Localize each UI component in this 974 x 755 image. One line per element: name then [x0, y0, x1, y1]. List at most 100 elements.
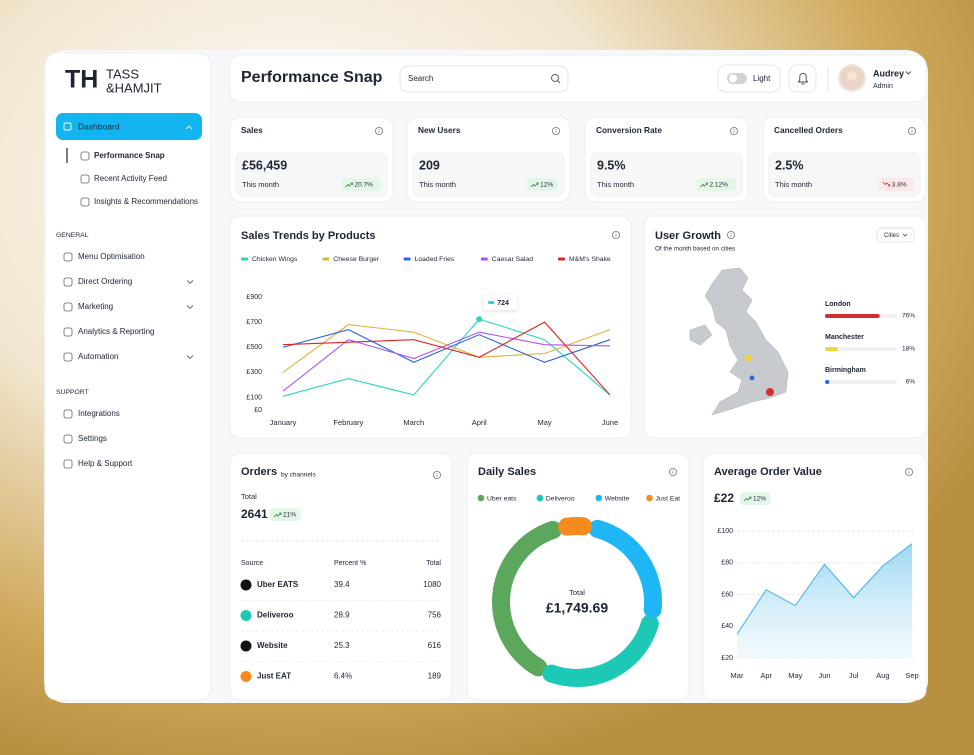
table-cell: 6.4%: [334, 672, 352, 681]
nav-icon: [63, 459, 73, 469]
info-icon: [612, 230, 621, 239]
kpi-title: Conversion Rate: [596, 125, 662, 135]
kpi-value: 209: [419, 158, 440, 172]
change-value: 20.7%: [355, 182, 374, 189]
nav-label: Dashboard: [78, 121, 120, 131]
info-icon: [733, 128, 735, 130]
page-title: Performance Snap: [241, 69, 383, 86]
chart-title: Daily Sales: [478, 466, 536, 478]
nav-item[interactable]: Direct Ordering: [78, 277, 132, 286]
info-icon: [672, 469, 674, 471]
source-icon: [240, 610, 252, 621]
change-value: 2.12%: [710, 182, 729, 189]
sub-nav-icon: [80, 151, 90, 161]
table-cell: Website: [257, 641, 288, 650]
column-header: Total: [426, 560, 441, 567]
y-tick-label: £300: [246, 369, 262, 376]
info-icon: [615, 232, 617, 234]
change-value: 12%: [540, 182, 553, 189]
nav-icon: [63, 409, 73, 419]
chevron-icon: [185, 125, 193, 130]
nav-item[interactable]: Analytics & Reporting: [78, 327, 154, 336]
center-label: Total: [569, 588, 585, 597]
nav-icon: [63, 302, 73, 312]
source-icon: [240, 640, 252, 652]
x-tick-label: April: [472, 418, 487, 427]
category-label: Manchester: [825, 334, 864, 341]
chart-subtitle: Of the month based on cities: [655, 246, 735, 253]
sub-nav-item[interactable]: Recent Activity Feed: [94, 174, 167, 183]
nav-item[interactable]: Integrations: [78, 409, 120, 418]
x-tick-label: Jun: [818, 671, 830, 680]
total-label: Total: [241, 492, 257, 501]
legend-dot: [595, 494, 603, 502]
nav-item[interactable]: Help & Support: [78, 459, 133, 468]
nav-item[interactable]: Marketing: [78, 302, 113, 311]
y-tick-label: £40: [721, 623, 733, 630]
kpi-period: This month: [597, 180, 634, 189]
legend-dot: [477, 494, 485, 502]
card-title: Orders: [241, 466, 277, 478]
y-tick-label: £900: [246, 294, 262, 301]
legend-swatch: [480, 257, 488, 261]
nav-item[interactable]: Menu Optimisation: [78, 252, 145, 261]
trend-icon: [273, 512, 282, 518]
bell-icon: [797, 72, 809, 85]
legend-label: Caesar Salad: [492, 256, 533, 263]
table-cell: Uber EATS: [257, 580, 299, 589]
x-tick-label: Apr: [760, 671, 772, 680]
search-box[interactable]: [399, 65, 569, 93]
table-cell: Just EAT: [257, 672, 291, 681]
source-icon: [240, 579, 252, 591]
donut-segment: [588, 519, 662, 619]
table-cell: 756: [428, 611, 442, 620]
legend-label: M&M's Shake: [569, 256, 611, 263]
value-label: 6%: [906, 379, 916, 386]
sub-nav-item[interactable]: Performance Snap: [94, 151, 165, 160]
nav-item-active[interactable]: [56, 113, 202, 140]
sub-nav-icon: [80, 197, 90, 207]
y-tick-label: £0: [254, 407, 262, 414]
trend-icon: [345, 182, 353, 188]
area-fill: [737, 543, 912, 658]
info-icon: [374, 127, 383, 136]
bar: [825, 314, 880, 318]
series-line: [282, 321, 611, 396]
info-icon: [436, 472, 438, 474]
user-name: Audrey: [873, 68, 904, 78]
legend-swatch: [558, 257, 565, 261]
legend-swatch: [322, 257, 330, 261]
change-value: 21%: [283, 512, 296, 519]
metric-value: £22: [714, 491, 734, 505]
theme-toggle[interactable]: [717, 64, 781, 93]
nav-icon: [63, 352, 73, 362]
nav-icon: [63, 277, 73, 287]
change-badge: [341, 178, 381, 191]
kpi-title: Sales: [241, 125, 263, 135]
kpi-period: This month: [242, 180, 279, 189]
table-cell: 189: [428, 672, 442, 681]
info-icon: [552, 127, 561, 136]
y-tick-label: £100: [246, 394, 262, 401]
filter-dropdown[interactable]: [876, 227, 915, 243]
x-tick-label: June: [602, 418, 618, 427]
change-badge: [696, 178, 736, 191]
y-tick-label: £700: [246, 319, 262, 326]
kpi-title: Cancelled Orders: [774, 125, 843, 135]
change-badge: [270, 508, 301, 521]
filter-label: Cities: [884, 233, 899, 239]
total-value: 2641: [241, 507, 268, 521]
change-value: 12%: [753, 496, 766, 503]
category-label: Birmingham: [825, 367, 866, 374]
map-marker: [766, 388, 774, 396]
nav-item[interactable]: Automation: [78, 352, 118, 361]
column-header: Percent %: [334, 560, 366, 567]
donut-segment: [542, 614, 659, 687]
info-icon: [669, 467, 678, 476]
legend-swatch: [241, 257, 248, 261]
notifications-button[interactable]: [788, 64, 817, 93]
trend-icon: [530, 182, 539, 188]
info-icon: [432, 470, 441, 479]
sub-nav-item[interactable]: Insights & Recommendations: [94, 197, 198, 206]
nav-item[interactable]: Settings: [78, 434, 107, 443]
